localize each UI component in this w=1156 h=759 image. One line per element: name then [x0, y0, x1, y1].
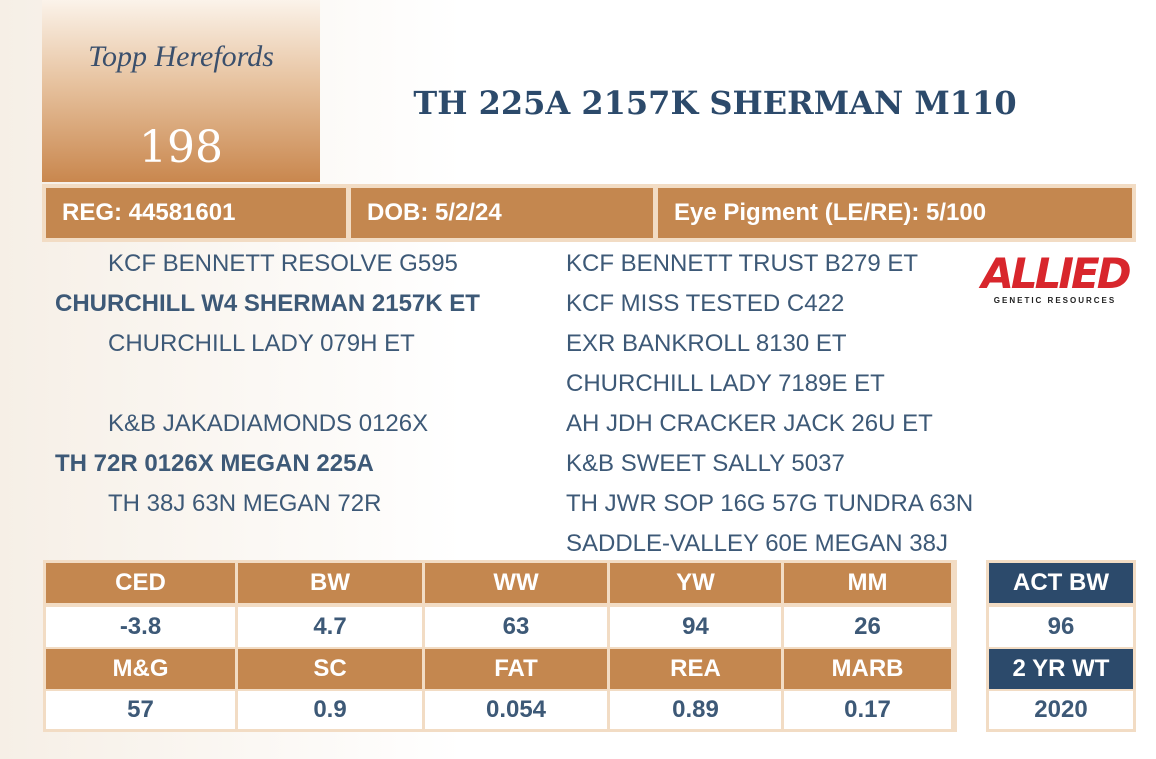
logo-script: Topp Herefords	[88, 40, 274, 73]
epd-value: 0.9	[238, 691, 422, 729]
epd-header: SC	[238, 649, 422, 689]
epd-value: 4.7	[238, 607, 422, 647]
epd-header: FAT	[425, 649, 607, 689]
epd-header: YW	[610, 563, 781, 603]
epd-header: MM	[784, 563, 951, 603]
pedigree-grandparent: SADDLE-VALLEY 60E MEGAN 38J	[566, 530, 948, 557]
pedigree-grandparent: AH JDH CRACKER JACK 26U ET	[566, 410, 933, 437]
pedigree-dam: CHURCHILL LADY 079H ET	[108, 330, 415, 357]
dob: DOB: 5/2/24	[351, 188, 653, 238]
performance-header: 2 YR WT	[989, 649, 1133, 689]
sponsor-tagline: GENETIC RESOURCES	[993, 296, 1117, 305]
epd-value: 0.054	[425, 691, 607, 729]
performance-table: ACT BW 96 2 YR WT 2020	[986, 560, 1136, 732]
performance-value: 2020	[989, 691, 1133, 729]
epd-value: 94	[610, 607, 781, 647]
pedigree-dam: TH 38J 63N MEGAN 72R	[108, 490, 382, 517]
pedigree-sire: KCF BENNETT RESOLVE G595	[108, 250, 458, 277]
sponsor-name: ALLIED	[981, 249, 1131, 298]
epd-header: WW	[425, 563, 607, 603]
performance-value: 96	[989, 607, 1133, 647]
performance-header: ACT BW	[989, 563, 1133, 603]
pedigree-grandparent: KCF MISS TESTED C422	[566, 290, 845, 317]
epd-value: 0.17	[784, 691, 951, 729]
pedigree-grandparent: CHURCHILL LADY 7189E ET	[566, 370, 885, 397]
pedigree-parent: TH 72R 0126X MEGAN 225A	[55, 450, 374, 477]
lot-number: 198	[139, 122, 223, 173]
epd-header: M&G	[46, 649, 235, 689]
animal-title: TH 225A 2157K SHERMAN M110	[413, 84, 1017, 122]
epd-header: REA	[610, 649, 781, 689]
logo: Topp Herefords 198	[42, 0, 320, 182]
epd-table: CED -3.8 BW 4.7 WW 63 YW 94 MM 26 M&G 57 SC 0.9 FAT 0.0…	[43, 560, 957, 732]
info-bar: REG: 44581601 DOB: 5/2/24 Eye Pigment (L…	[42, 184, 1136, 242]
pedigree-grandparent: TH JWR SOP 16G 57G TUNDRA 63N	[566, 490, 974, 517]
pedigree-parent: CHURCHILL W4 SHERMAN 2157K ET	[55, 290, 480, 317]
pedigree-sire: K&B JAKADIAMONDS 0126X	[108, 410, 429, 437]
epd-header: BW	[238, 563, 422, 603]
epd-header: MARB	[784, 649, 951, 689]
reg: REG: 44581601	[46, 188, 346, 238]
pedigree-grandparent: K&B SWEET SALLY 5037	[566, 450, 845, 477]
epd-value: -3.8	[46, 607, 235, 647]
epd-value: 26	[784, 607, 951, 647]
sponsor-logo: ALLIED GENETIC RESOURCES	[975, 249, 1135, 306]
pedigree-grandparent: EXR BANKROLL 8130 ET	[566, 330, 847, 357]
pedigree-grandparent: KCF BENNETT TRUST B279 ET	[566, 250, 919, 277]
eye-pigment: Eye Pigment (LE/RE): 5/100	[658, 188, 1132, 238]
epd-value: 0.89	[610, 691, 781, 729]
epd-value: 57	[46, 691, 235, 729]
epd-value: 63	[425, 607, 607, 647]
epd-header: CED	[46, 563, 235, 603]
